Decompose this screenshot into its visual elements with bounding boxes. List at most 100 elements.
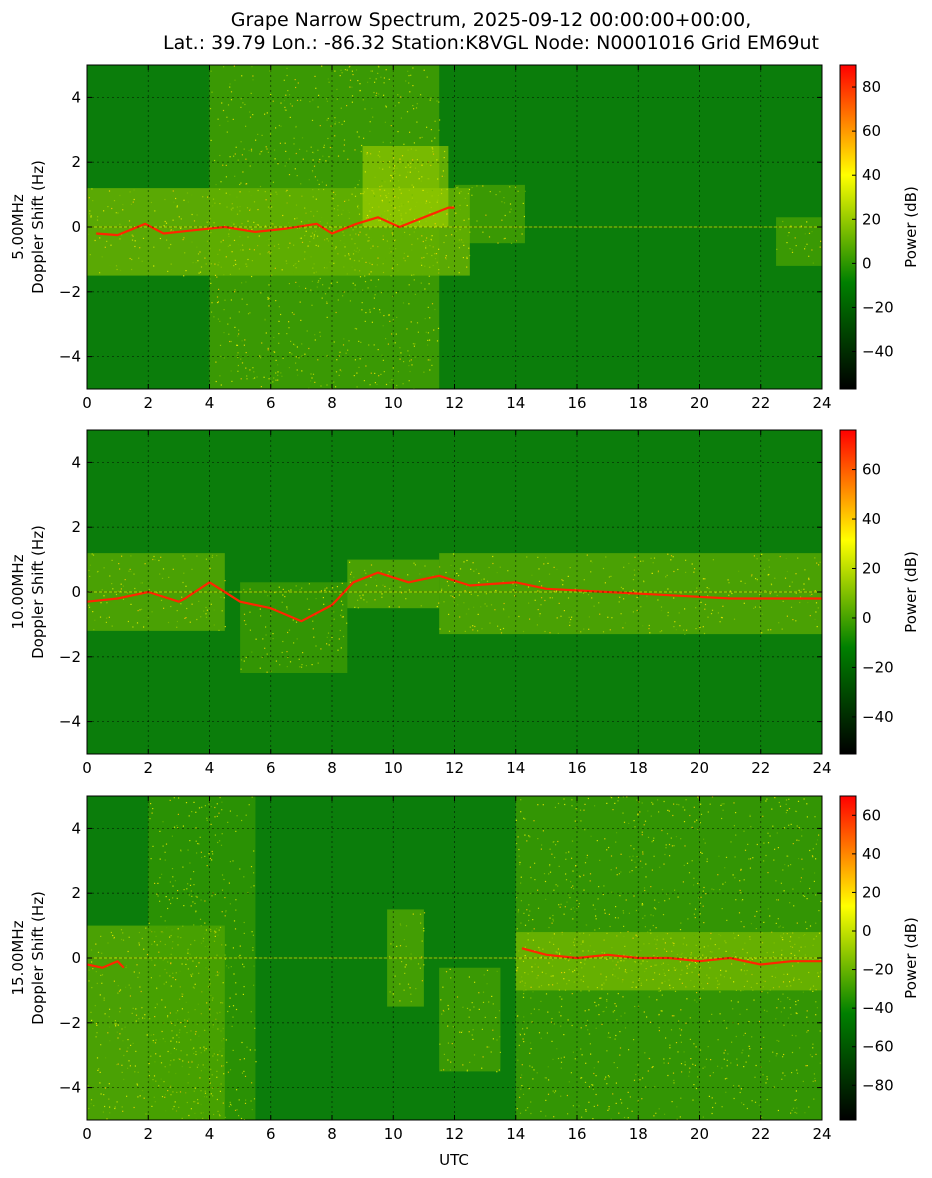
heatmap-speckle	[401, 961, 403, 963]
colorbar-tick-label: −40	[862, 343, 894, 361]
heatmap-speckle	[358, 136, 360, 138]
heatmap-speckle	[448, 266, 450, 268]
heatmap-speckle	[549, 865, 551, 867]
heatmap-speckle	[414, 564, 416, 566]
heatmap-speckle	[622, 996, 624, 998]
heatmap-speckle	[391, 177, 394, 179]
heatmap-speckle	[359, 276, 362, 278]
heatmap-speckle	[152, 1041, 154, 1043]
heatmap-speckle	[452, 205, 454, 207]
y-axis-label-doppler: Doppler Shift (Hz)	[29, 160, 47, 294]
heatmap-speckle	[498, 1069, 500, 1071]
heatmap-speckle	[795, 1035, 797, 1037]
heatmap-speckle	[138, 972, 140, 974]
x-tick-label: 20	[690, 394, 709, 412]
heatmap-speckle	[580, 962, 582, 964]
heatmap-speckle	[569, 624, 571, 626]
heatmap-speckle	[240, 378, 242, 380]
heatmap-speckle	[680, 922, 682, 924]
heatmap-speckle	[422, 214, 424, 216]
heatmap-speckle	[122, 932, 124, 934]
heatmap-speckle	[414, 293, 416, 295]
heatmap-speckle	[607, 993, 609, 995]
heatmap-speckle	[89, 210, 91, 212]
heatmap-speckle	[694, 961, 696, 963]
heatmap-speckle	[326, 316, 328, 318]
heatmap-speckle	[171, 1030, 173, 1032]
heatmap-speckle	[554, 806, 556, 808]
heatmap-speckle	[780, 1011, 782, 1013]
heatmap-speckle	[568, 894, 570, 896]
heatmap-speckle	[101, 974, 104, 976]
heatmap-speckle	[186, 1020, 189, 1022]
heatmap-speckle	[195, 840, 197, 842]
heatmap-speckle	[587, 594, 590, 596]
heatmap-speckle	[214, 274, 217, 276]
heatmap-speckle	[351, 193, 353, 195]
heatmap-speckle	[452, 1026, 454, 1028]
heatmap-speckle	[437, 178, 439, 180]
heatmap-speckle	[715, 592, 717, 594]
heatmap-speckle	[343, 243, 345, 245]
heatmap-speckle	[809, 887, 811, 890]
heatmap-speckle	[705, 1058, 708, 1060]
heatmap-speckle	[738, 912, 741, 914]
heatmap-speckle	[348, 66, 350, 68]
heatmap-speckle	[760, 1048, 763, 1050]
heatmap-speckle	[714, 1102, 717, 1104]
heatmap-speckle	[490, 604, 493, 606]
heatmap-speckle	[373, 297, 375, 299]
heatmap-speckle	[815, 1001, 817, 1003]
heatmap-speckle	[409, 370, 411, 373]
heatmap-speckle	[802, 868, 804, 870]
heatmap-speckle	[660, 606, 663, 608]
heatmap-speckle	[301, 241, 304, 243]
heatmap-speckle	[127, 1067, 129, 1069]
heatmap-speckle	[148, 1063, 150, 1065]
heatmap-speckle	[243, 148, 245, 150]
heatmap-speckle	[615, 1102, 617, 1104]
heatmap-speckle	[351, 101, 353, 103]
heatmap-speckle	[536, 624, 538, 626]
heatmap-speckle	[634, 961, 637, 963]
heatmap-speckle	[436, 100, 438, 102]
heatmap-speckle	[528, 835, 530, 837]
heatmap-speckle	[543, 873, 546, 875]
heatmap-speckle	[686, 986, 688, 988]
heatmap-speckle	[92, 611, 94, 613]
heatmap-speckle	[224, 580, 226, 582]
heatmap-speckle	[528, 602, 530, 604]
heatmap-speckle	[563, 798, 565, 800]
heatmap-speckle	[746, 969, 748, 972]
heatmap-speckle	[533, 928, 535, 930]
colorbar-tick-label: −40	[862, 708, 894, 726]
heatmap-speckle	[220, 355, 222, 357]
heatmap-speckle	[786, 973, 789, 975]
heatmap-speckle	[145, 1113, 147, 1115]
heatmap-speckle	[431, 254, 433, 257]
heatmap-speckle	[231, 380, 233, 382]
heatmap-speckle	[188, 815, 190, 817]
x-tick-label: 0	[82, 759, 92, 777]
heatmap-speckle	[214, 893, 216, 896]
heatmap-speckle	[378, 151, 380, 153]
heatmap-speckle	[167, 1050, 169, 1053]
heatmap-speckle	[87, 1085, 89, 1087]
heatmap-speckle	[813, 1098, 815, 1100]
x-tick-label: 22	[751, 759, 770, 777]
heatmap-speckle	[551, 922, 553, 924]
heatmap-speckle	[766, 1010, 768, 1012]
heatmap-speckle	[335, 386, 337, 388]
heatmap-speckle	[315, 87, 317, 89]
heatmap-speckle	[325, 160, 327, 162]
heatmap-speckle	[699, 626, 701, 628]
heatmap-speckle	[179, 1091, 182, 1093]
heatmap-speckle	[209, 1008, 211, 1010]
heatmap-speckle	[789, 998, 791, 1000]
heatmap-speckle	[232, 1016, 234, 1018]
heatmap-speckle	[138, 1018, 140, 1020]
heatmap-speckle	[247, 258, 249, 261]
heatmap-speckle	[392, 993, 394, 995]
heatmap-speckle	[354, 195, 357, 197]
heatmap-speckle	[517, 1015, 519, 1017]
